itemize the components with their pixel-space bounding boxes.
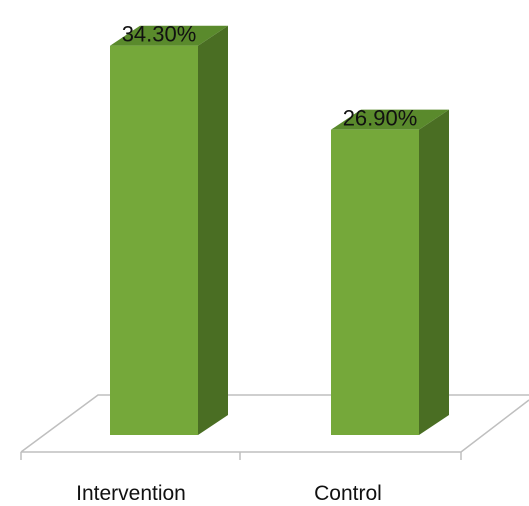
x-tick-label: Control [314,482,382,505]
bar-top [110,25,228,46]
bars [110,25,449,435]
data-label: 34.30% [122,22,197,47]
bar-control [331,109,449,435]
floor-outline [20,394,529,453]
data-label: 26.90% [343,106,418,131]
bar-top [331,109,449,130]
labels: 34.30% Intervention 26.90% Control [76,22,417,505]
chart-floor [20,394,529,460]
bar-front [331,129,419,435]
bar-side [419,109,449,435]
bar-front [110,45,198,435]
bar-intervention [110,25,228,435]
x-tick-label: Intervention [76,482,186,505]
bar-side [198,25,228,435]
